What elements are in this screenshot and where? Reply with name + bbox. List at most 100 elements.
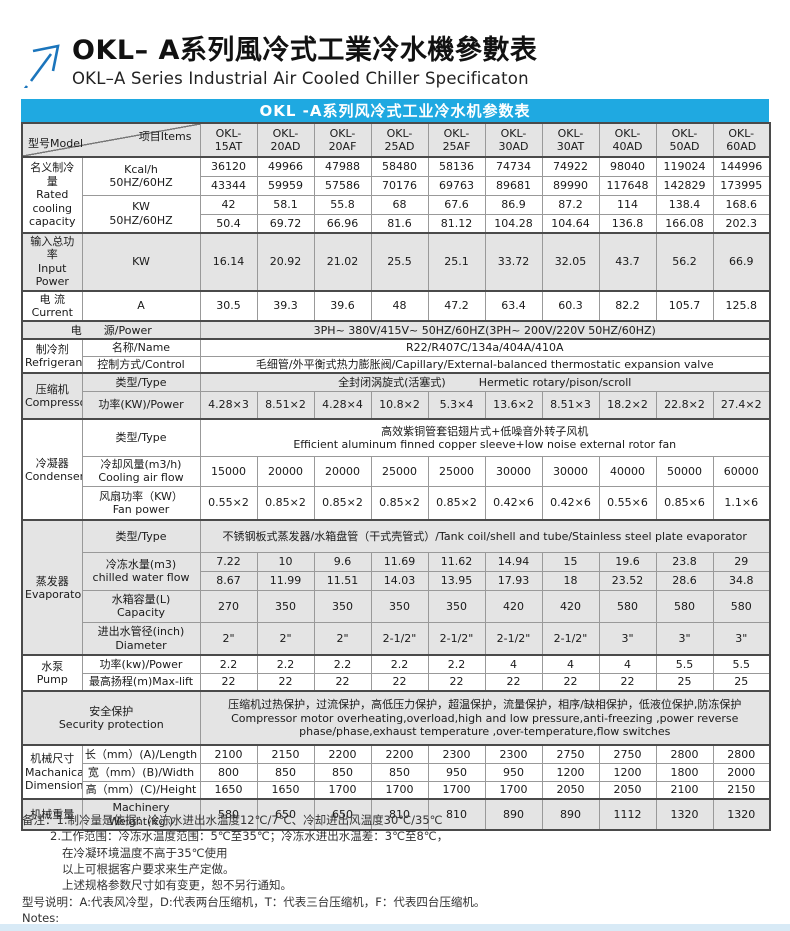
table-cell: 2000 (712, 762, 771, 782)
table-cell: 22 (484, 672, 543, 692)
table-cell: 580 (655, 589, 714, 623)
notes-block: 备注：1.制冷量是依据：冷冻水进出水温度12℃/7℃、冷却进出风温度30℃/35… (22, 812, 485, 926)
table-cell: 电 流 Current (21, 289, 83, 322)
table-cell: 25 (712, 672, 771, 692)
table-row: 电 流 Current A 30.5 39.3 39.6 48 47.2 63.4 60.3 82… (21, 289, 771, 322)
table-cell: 800 (199, 762, 258, 782)
table-cell: 11.51 (313, 570, 372, 591)
table-row: 输入总功率 Input Power KW 16.14 20.92 21.02 25.5 25… (21, 232, 771, 292)
table-cell: 2.2 (370, 654, 429, 674)
table-cell: 机械重量 (21, 798, 83, 831)
table-cell: 2050 (598, 780, 657, 800)
table-cell: 3PH~ 380V/415V~ 50HZ/60HZ(3PH~ 200V/220V… (199, 320, 771, 340)
table-cell: 69763 (427, 175, 486, 196)
table-cell: 47.2 (427, 289, 486, 322)
table-cell: 2150 (712, 780, 771, 800)
table-cell: 1650 (256, 780, 315, 800)
table-cell: OKL- 25AD (370, 122, 429, 158)
table-cell: 59959 (256, 175, 315, 196)
table-cell: 202.3 (712, 213, 771, 234)
table-row: 名义制冷量 Rated cooling capacity Kcal/h 50HZ/… (21, 156, 771, 234)
table-row: 控制方式/Control 毛细管/外平衡式热力膨胀阀/Capillary/Exte… (22, 355, 771, 374)
table-cell: 30000 (484, 455, 543, 487)
table-cell: 22 (370, 672, 429, 692)
table-cell: 74922 (541, 156, 600, 177)
table-cell: OKL- 60AD (712, 122, 771, 158)
table-cell: 13.95 (427, 570, 486, 591)
table-cell: 3" (712, 621, 771, 656)
table-cell: 0.85×2 (313, 485, 372, 521)
table-cell: 39.3 (256, 289, 315, 322)
table-cell: 57586 (313, 175, 372, 196)
table-cell: 2800 (655, 744, 714, 764)
table-row: 安全保护 Security protection 压缩机过热保护，过流保护，高低压… (21, 690, 771, 746)
table-row: 宽（mm）(B)/Width 800 850 850 850 950 950 1200 1200… (22, 762, 771, 782)
table-cell: 类型/Type (81, 519, 201, 553)
table-cell: 82.2 (598, 289, 657, 322)
table-cell: OKL- 20AF (313, 122, 372, 158)
table-cell: 8.51×2 (256, 390, 315, 420)
table-cell: 60000 (712, 455, 771, 487)
table-row: 风扇功率（KW） Fan power 0.55×2 0.85×2 0.85×2 0.85… (22, 485, 771, 521)
table-cell: 890 (541, 798, 600, 831)
table-row: 高（mm）(C)/Height 1650 1650 1700 1700 1700 1700 2… (22, 780, 771, 800)
table-row: 水泵 Pump 功率(kw)/Power 2.2 2.2 2.2 2.2 2.2 4 4 4 5.5… (21, 654, 771, 692)
table-cell: 48 (370, 289, 429, 322)
table-cell: 890 (484, 798, 543, 831)
table-cell: 950 (484, 762, 543, 782)
table-cell: 32.05 (541, 232, 600, 292)
table-cell: R22/R407C/134a/404A/410A (199, 338, 771, 357)
table-cell: 104.28 (484, 213, 543, 234)
table-cell: 270 (199, 589, 258, 623)
table-cell: 15 (541, 551, 600, 572)
table-cell: 168.6 (712, 194, 771, 215)
table-cell: 1.1×6 (712, 485, 771, 521)
table-cell: 50.4 (199, 213, 258, 234)
table-cell: A (81, 289, 201, 322)
table-cell: 40000 (598, 455, 657, 487)
table-cell: 4 (598, 654, 657, 674)
table-cell: 0.55×2 (199, 485, 258, 521)
table-cell: 850 (313, 762, 372, 782)
table-title-banner: OKL -A系列风冷式工业冷水机参数表 (21, 99, 769, 122)
table-cell: 142829 (655, 175, 714, 196)
table-cell: 3" (598, 621, 657, 656)
table-cell: 87.2 (541, 194, 600, 215)
table-cell: 23.52 (598, 570, 657, 591)
table-row: 电 源/Power 3PH~ 380V/415V~ 50HZ/60HZ(3PH~ … (21, 320, 771, 340)
table-cell: 冷却风量(m3/h) Cooling air flow (81, 455, 201, 487)
table-cell: 18.2×2 (598, 390, 657, 420)
table-cell: 压缩机 Compressor (21, 372, 83, 420)
table-cell: Machinery Weight(Kg ) (81, 798, 201, 831)
table-cell: 138.4 (655, 194, 714, 215)
table-cell: 4 (484, 654, 543, 674)
table-row: 43344 59959 57586 70176 69763 89681 89990 11764… (22, 175, 771, 196)
table-row: 功率(KW)/Power 4.28×3 8.51×2 4.28×4 10.8×2 5.3×… (22, 390, 771, 420)
table-cell: 14.03 (370, 570, 429, 591)
table-cell: 650 (256, 798, 315, 831)
table-cell: Kcal/h 50HZ/60HZ (81, 156, 201, 196)
table-cell: 350 (370, 589, 429, 623)
table-cell: 10.8×2 (370, 390, 429, 420)
spec-table: 型号Model 项目Items OKL- 15AT OKL- 20AD OKL- 20A… (21, 122, 771, 832)
table-cell: 29 (712, 551, 771, 572)
table-cell: 1700 (427, 780, 486, 800)
table-cell: 2.2 (199, 654, 258, 674)
table-cell: 22 (598, 672, 657, 692)
table-cell: 1200 (541, 762, 600, 782)
table-cell: 2100 (655, 780, 714, 800)
table-cell: 350 (256, 589, 315, 623)
table-cell: 14.94 (484, 551, 543, 572)
table-cell: 74734 (484, 156, 543, 177)
table-cell: 58.1 (256, 194, 315, 215)
table-cell: 电 源/Power (21, 320, 201, 340)
table-cell: 2050 (541, 780, 600, 800)
table-cell: 0.85×2 (370, 485, 429, 521)
table-cell: 2" (313, 621, 372, 656)
table-cell: 类型/Type (81, 372, 201, 392)
table-cell: 25.1 (427, 232, 486, 292)
table-cell: 16.14 (199, 232, 258, 292)
table-cell: 2.2 (313, 654, 372, 674)
table-cell: 56.2 (655, 232, 714, 292)
